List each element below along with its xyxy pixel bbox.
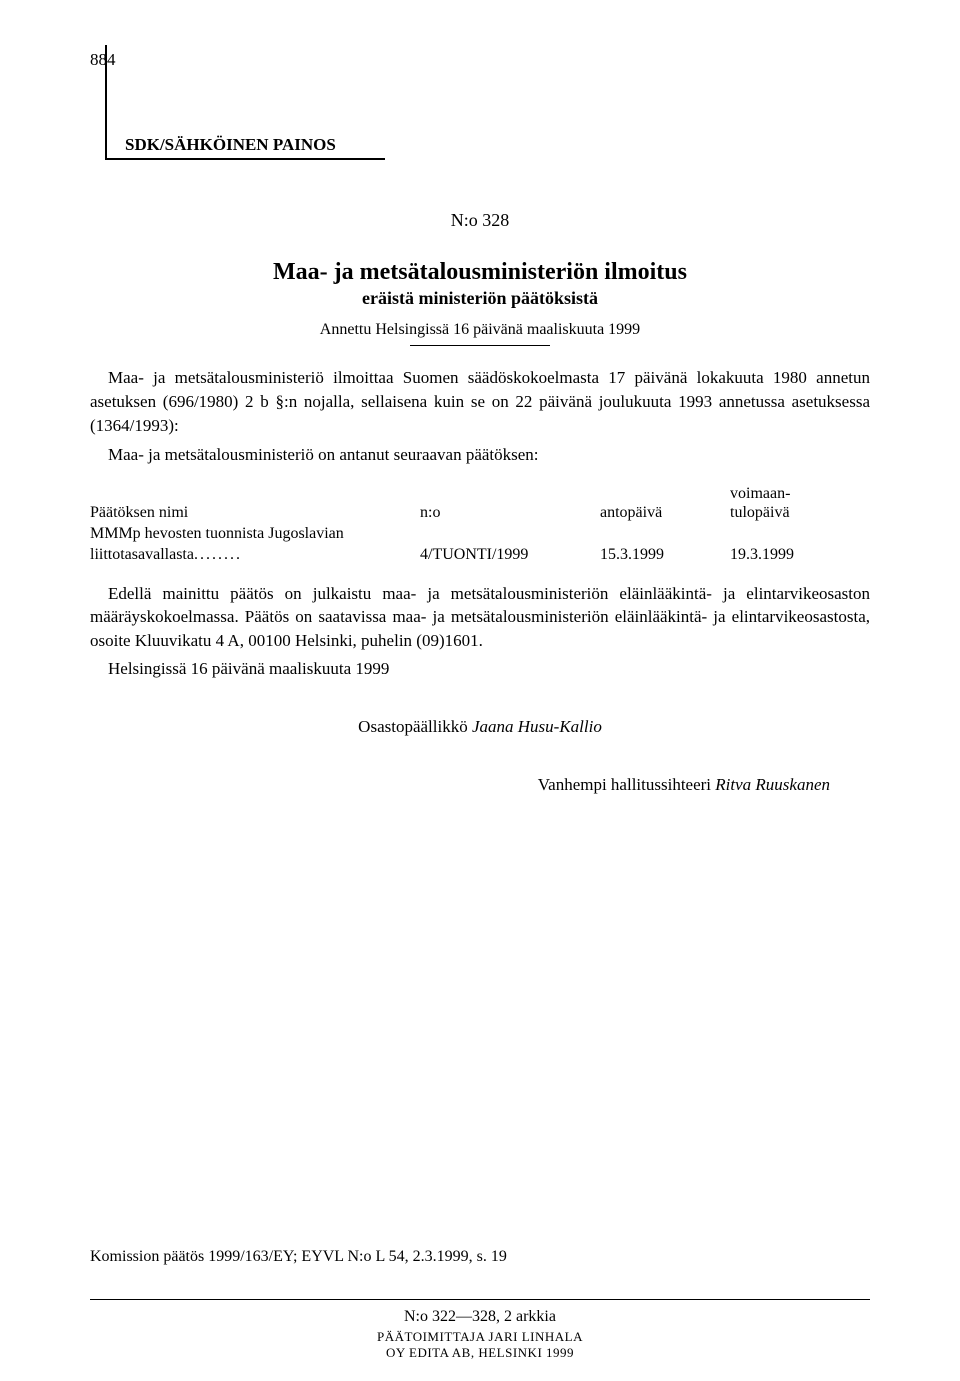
signature-2: Vanhempi hallitussihteeri Ritva Ruuskane…	[90, 775, 870, 795]
divider-short	[410, 345, 550, 346]
table-cell-tulopaiva: 19.3.1999	[730, 545, 870, 566]
table-cell-name-line1: MMMp hevosten tuonnista Jugoslavian	[90, 524, 420, 545]
table-row: liittotasavallasta 4/TUONTI/1999 15.3.19…	[90, 545, 870, 566]
paragraph-2: Maa- ja metsätalousministeriö on antanut…	[90, 443, 870, 467]
helsinki-line: Helsingissä 16 päivänä maaliskuuta 1999	[90, 659, 870, 679]
paragraph-1: Maa- ja metsätalousministeriö ilmoittaa …	[90, 366, 870, 437]
table-header-row: Päätöksen nimi n:o antopäivä tulopäivä	[90, 503, 870, 524]
footer-line-1: N:o 322—328, 2 arkkia	[90, 1308, 870, 1326]
issued-line: Annettu Helsingissä 16 päivänä maaliskuu…	[90, 321, 870, 339]
table-header-voimaan: voimaan-	[730, 485, 870, 503]
footnote: Komission päätös 1999/163/EY; EYVL N:o L…	[90, 1248, 507, 1266]
footer: N:o 322—328, 2 arkkia PÄÄTOIMITTAJA JARI…	[90, 1299, 870, 1361]
footer-line-3: OY EDITA AB, HELSINKI 1999	[90, 1345, 870, 1361]
signature-2-title: Vanhempi hallitussihteeri	[538, 775, 716, 794]
signature-1-name: Jaana Husu-Kallio	[472, 717, 602, 736]
footer-divider	[90, 1299, 870, 1300]
table-cell-no: 4/TUONTI/1999	[420, 545, 600, 566]
decision-table: voimaan- Päätöksen nimi n:o antopäivä tu…	[90, 485, 870, 565]
table-header-no: n:o	[420, 503, 600, 524]
table-cell-name-line2: liittotasavallasta	[90, 545, 420, 566]
footer-line-2: PÄÄTOIMITTAJA JARI LINHALA	[90, 1329, 870, 1345]
table-header-name: Päätöksen nimi	[90, 503, 420, 524]
signature-1-title: Osastopäällikkö	[358, 717, 472, 736]
title-line-1: Maa- ja metsätalousministeriön ilmoitus	[90, 259, 870, 286]
paragraph-3: Edellä mainittu päätös on julkaistu maa-…	[90, 582, 870, 653]
box-border-bottom	[105, 158, 385, 160]
table-header-antopaiva: antopäivä	[600, 503, 730, 524]
table-cell-antopaiva: 15.3.1999	[600, 545, 730, 566]
announcement-number: N:o 328	[90, 210, 870, 231]
box-border-left	[105, 45, 107, 160]
page-number: 884	[90, 50, 870, 70]
title-line-2: eräistä ministeriön päätöksistä	[90, 288, 870, 309]
table-header-tulopaiva: tulopäivä	[730, 503, 870, 524]
sdk-label: SDK/SÄHKÖINEN PAINOS	[125, 135, 870, 155]
table-row: MMMp hevosten tuonnista Jugoslavian	[90, 524, 870, 545]
signature-2-name: Ritva Ruuskanen	[715, 775, 830, 794]
signature-1: Osastopäällikkö Jaana Husu-Kallio	[90, 717, 870, 737]
